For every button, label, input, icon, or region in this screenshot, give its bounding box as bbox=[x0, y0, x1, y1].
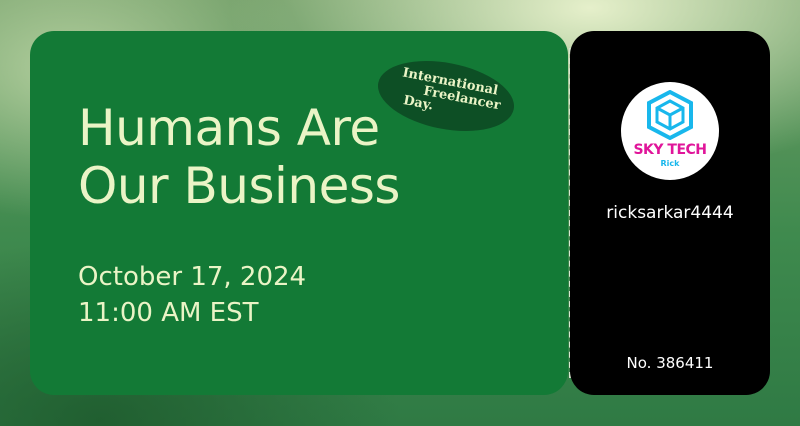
event-headline: Humans Are Our Business bbox=[78, 99, 400, 215]
event-time: 11:00 AM EST bbox=[78, 298, 259, 328]
event-datetime: October 17, 2024 11:00 AM EST bbox=[78, 259, 306, 331]
avatar: SKY TECH Rick bbox=[621, 82, 719, 180]
hexagon-cube-icon bbox=[647, 90, 693, 140]
ticket-main-panel: Humans Are Our Business International Fr… bbox=[30, 31, 568, 395]
badge-line-3: Day. bbox=[401, 93, 435, 114]
event-date: October 17, 2024 bbox=[78, 262, 307, 292]
headline-line-2: Our Business bbox=[78, 157, 400, 215]
logo-subtitle: Rick bbox=[660, 159, 680, 168]
headline-line-1: Humans Are bbox=[78, 99, 380, 157]
logo-title: SKY TECH bbox=[633, 142, 707, 158]
ticket-stub: SKY TECH Rick ricksarkar4444 No. 386411 bbox=[570, 31, 770, 395]
attendee-username: ricksarkar4444 bbox=[606, 203, 734, 223]
ticket-number: No. 386411 bbox=[626, 354, 714, 372]
